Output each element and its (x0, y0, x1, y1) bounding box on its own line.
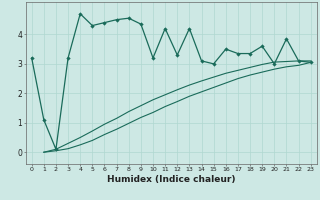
X-axis label: Humidex (Indice chaleur): Humidex (Indice chaleur) (107, 175, 236, 184)
